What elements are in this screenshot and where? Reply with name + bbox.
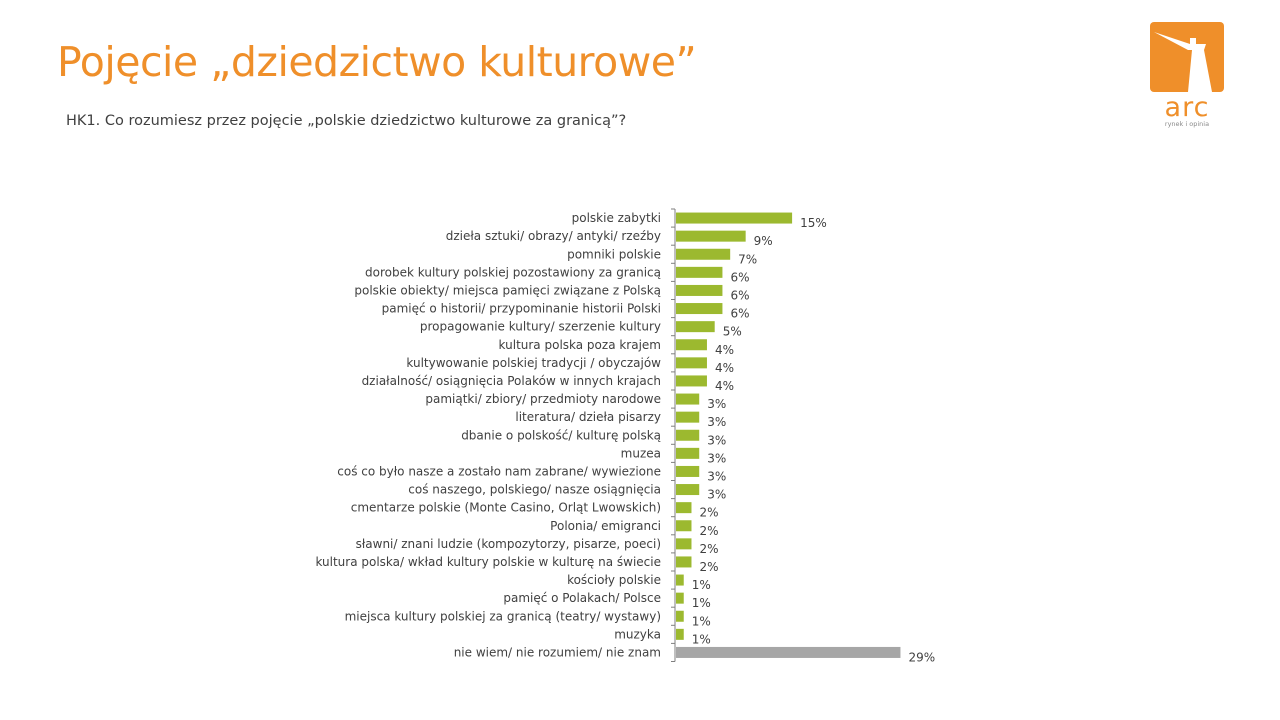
bar	[676, 212, 793, 224]
lighthouse-icon	[1154, 32, 1212, 92]
bar	[676, 321, 715, 333]
page-title: Pojęcie „dziedzictwo kulturowe”	[57, 38, 697, 86]
category-label: Polonia/ emigranci	[550, 519, 661, 533]
value-label: 2%	[699, 542, 718, 556]
value-label: 3%	[707, 433, 726, 447]
logo-brand: arc	[1165, 92, 1210, 123]
category-label: muzyka	[614, 627, 661, 641]
value-label: 7%	[738, 252, 757, 266]
survey-question: HK1. Co rozumiesz przez pojęcie „polskie…	[66, 113, 627, 129]
value-label: 15%	[800, 216, 827, 230]
bar	[676, 520, 692, 532]
category-label: propagowanie kultury/ szerzenie kultury	[420, 320, 661, 334]
bar	[676, 538, 692, 550]
bar	[676, 357, 707, 369]
value-label: 3%	[707, 415, 726, 429]
bar	[676, 556, 692, 568]
bar	[676, 646, 901, 658]
category-label: muzea	[621, 446, 661, 460]
bar	[676, 248, 731, 260]
category-label: cmentarze polskie (Monte Casino, Orląt L…	[351, 501, 661, 515]
value-label: 29%	[908, 650, 935, 664]
category-label: sławni/ znani ludzie (kompozytorzy, pisa…	[356, 537, 661, 551]
bar	[676, 230, 746, 242]
value-label: 4%	[715, 361, 734, 375]
category-label: coś co było nasze a zostało nam zabrane/…	[337, 464, 661, 478]
bar	[676, 610, 684, 622]
category-label: literatura/ dzieła pisarzy	[515, 410, 661, 424]
value-label: 1%	[692, 596, 711, 610]
value-label: 1%	[692, 614, 711, 628]
category-label: nie wiem/ nie rozumiem/ nie znam	[454, 645, 661, 659]
category-label: dbanie o polskość/ kulturę polską	[461, 428, 661, 442]
bar	[676, 574, 684, 586]
bar	[676, 592, 684, 604]
category-label: pamiątki/ zbiory/ przedmioty narodowe	[425, 392, 661, 406]
category-label: kościoły polskie	[567, 573, 661, 587]
value-label: 3%	[707, 397, 726, 411]
bar	[676, 502, 692, 514]
category-label: kultura polska poza krajem	[499, 338, 661, 352]
value-label: 5%	[723, 325, 742, 339]
category-label: pomniki polskie	[567, 247, 661, 261]
category-label: pamięć o Polakach/ Polsce	[503, 591, 661, 605]
bar	[676, 411, 700, 423]
bar	[676, 303, 723, 315]
category-label: kultywowanie polskiej tradycji / obyczaj…	[406, 356, 661, 370]
logo-tagline: rynek i opinia	[1165, 120, 1209, 128]
value-label: 1%	[692, 578, 711, 592]
bar	[676, 447, 700, 459]
value-label: 2%	[699, 560, 718, 574]
bar	[676, 484, 700, 496]
value-label: 6%	[730, 270, 749, 284]
value-label: 2%	[699, 506, 718, 520]
bar	[676, 393, 700, 405]
category-label: kultura polska/ wkład kultury polskie w …	[315, 555, 661, 569]
value-label: 4%	[715, 343, 734, 357]
value-label: 3%	[707, 469, 726, 483]
bar	[676, 266, 723, 278]
bar	[676, 339, 707, 351]
value-label: 9%	[754, 234, 773, 248]
value-label: 6%	[730, 307, 749, 321]
value-label: 2%	[699, 524, 718, 538]
value-label: 3%	[707, 451, 726, 465]
bar	[676, 429, 700, 441]
bar	[676, 284, 723, 296]
bar	[676, 375, 707, 387]
category-label: coś naszego, polskiego/ nasze osiągnięci…	[408, 483, 661, 497]
category-label: pamięć o historii/ przypominanie histori…	[382, 302, 661, 316]
category-label: dzieła sztuki/ obrazy/ antyki/ rzeźby	[446, 229, 661, 243]
category-label: polskie obiekty/ miejsca pamięci związan…	[354, 283, 661, 297]
arc-logo: arc rynek i opinia	[1150, 22, 1224, 128]
category-label: miejsca kultury polskiej za granicą (tea…	[345, 609, 661, 623]
category-label: polskie zabytki	[572, 211, 661, 225]
value-label: 1%	[692, 632, 711, 646]
category-label: działalność/ osiągnięcia Polaków w innyc…	[362, 374, 661, 388]
category-label: dorobek kultury polskiej pozostawiony za…	[365, 265, 661, 279]
bar	[676, 628, 684, 640]
value-label: 3%	[707, 488, 726, 502]
bar	[676, 465, 700, 477]
value-label: 4%	[715, 379, 734, 393]
value-label: 6%	[730, 288, 749, 302]
